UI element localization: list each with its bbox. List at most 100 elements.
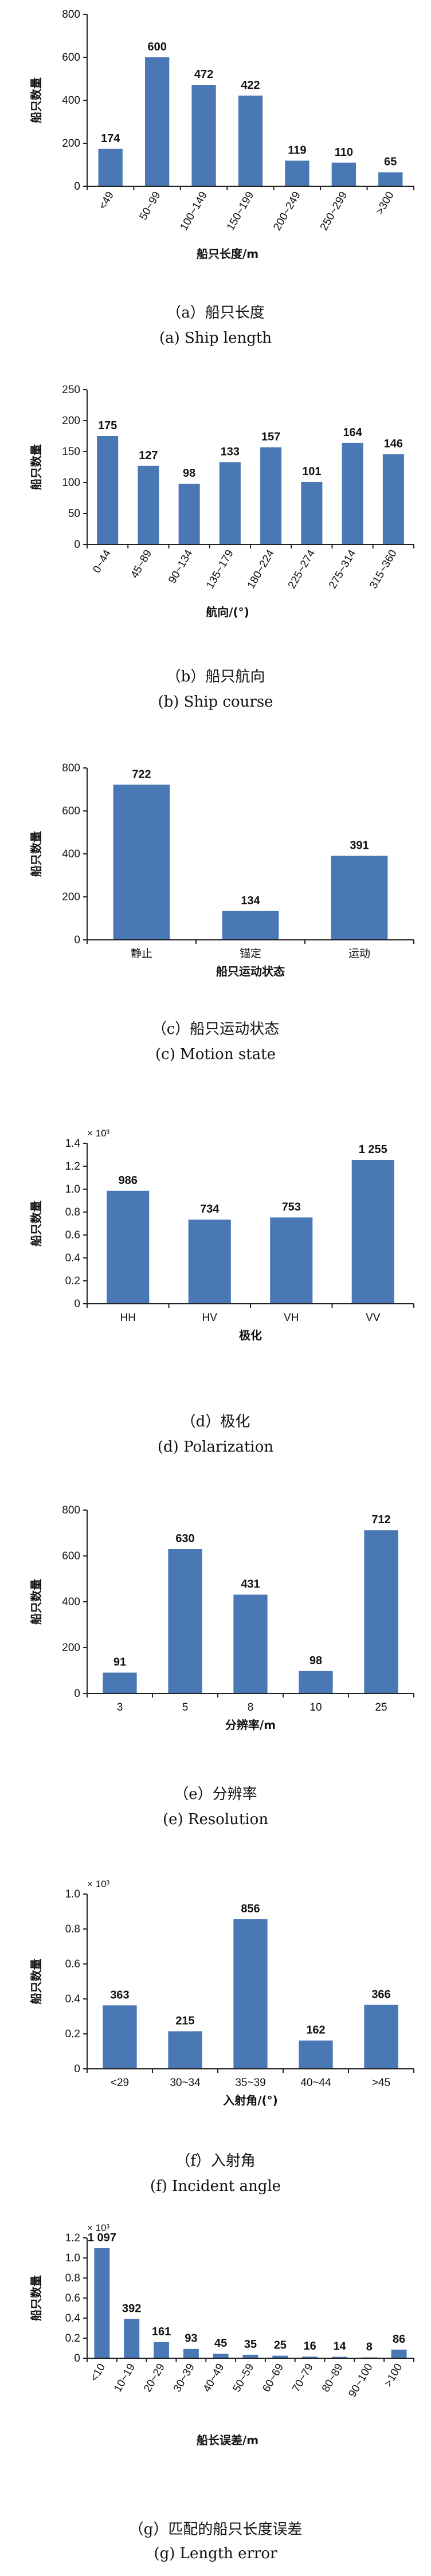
chart-polarization: 0 0.2 0.4 0.6 0.8 1.0 1.2 1.4 × 10³ 船只数量 986 HH 734 H… — [29, 1128, 414, 1342]
bar — [364, 1530, 398, 1693]
bar — [301, 481, 323, 544]
chart-panel-resolution: 0 200 400 600 800 船只数量 91 3 630 5 431 8 98 10 712 25 分辨率… — [0, 1479, 431, 1845]
x-tick-label: 150~199 — [225, 190, 256, 233]
caption-en: (e) Resolution — [162, 1811, 269, 1828]
chart-length-error: 0 0.2 0.4 0.6 0.8 1.0 1.2 × 10³ 船只数量 1 097 <10 392 1… — [29, 2222, 414, 2447]
x-tick-label: 180~224 — [245, 548, 277, 591]
bar — [378, 172, 403, 186]
bar — [168, 1549, 202, 1693]
y-tick-label: 0.6 — [65, 2292, 80, 2304]
x-tick-label: 50~59 — [230, 2362, 256, 2394]
bar — [233, 1594, 268, 1693]
y-tick-label: 600 — [62, 52, 80, 64]
caption-en: (c) Motion state — [155, 1046, 276, 1063]
y-tick-label: 0.4 — [65, 1993, 81, 2005]
caption-en: (b) Ship course — [158, 693, 273, 711]
y-tick-label: 0 — [74, 181, 80, 193]
x-tick-label: 90~100 — [346, 2362, 375, 2399]
y-tick-label: 0.4 — [65, 2312, 81, 2324]
bar — [144, 57, 170, 186]
x-tick-label: <10 — [88, 2362, 108, 2383]
x-tick-label: 90~134 — [166, 548, 195, 586]
data-label: 65 — [384, 156, 397, 168]
data-label: 8 — [366, 2341, 373, 2354]
chart-incident-angle: 0 0.2 0.4 0.6 0.8 1.0 × 10³ 船只数量 363 <29 215 30~34 8… — [29, 1879, 414, 2107]
y-axis-label: 船只数量 — [29, 77, 43, 123]
x-tick-label: VV — [366, 1312, 381, 1324]
y-axis-label: 船只数量 — [29, 2275, 43, 2321]
y-tick-label: 0.2 — [65, 2332, 80, 2344]
data-label: 45 — [214, 2337, 227, 2350]
data-label: 14 — [333, 2340, 346, 2353]
data-label: 162 — [306, 2024, 325, 2037]
bar — [391, 2349, 407, 2358]
bar — [219, 462, 241, 544]
bar — [331, 856, 388, 940]
bar — [272, 2355, 288, 2358]
chart-ship-course: 0 50 100 150 200 250 船只数量 175 0~44 127 45~89 98 90~1… — [29, 384, 414, 619]
x-tick-label: <29 — [111, 2077, 129, 2089]
y-axis-label: 船只数量 — [29, 1579, 43, 1625]
data-label: 712 — [371, 1514, 390, 1526]
data-label: 174 — [101, 132, 120, 145]
y-axis-label: 船只数量 — [29, 831, 43, 877]
x-tick-label: 40~49 — [201, 2362, 227, 2394]
y-tick-label: 1.0 — [65, 1183, 80, 1195]
y-tick-label: 200 — [62, 415, 80, 427]
bar — [191, 85, 216, 186]
y-tick-label: 0.2 — [65, 2028, 80, 2040]
data-label: 110 — [335, 146, 353, 159]
bar — [342, 442, 363, 544]
chart-panel-ship-length: 0 200 400 600 800 船只数量 174 <49 600 50~99 472 100~14… — [0, 0, 431, 367]
data-label: 101 — [302, 465, 321, 478]
y-tick-label: 600 — [62, 805, 80, 817]
bar — [238, 95, 263, 186]
bar — [97, 436, 119, 544]
data-label: 431 — [241, 1578, 260, 1591]
data-label: 856 — [241, 1903, 260, 1915]
data-label: 363 — [110, 1989, 129, 2001]
x-tick-label: >45 — [372, 2077, 390, 2089]
y-axis-label: 船只数量 — [29, 1201, 43, 1246]
x-tick-label: VH — [284, 1312, 299, 1324]
bar — [124, 2319, 140, 2358]
x-tick-label: 20~29 — [142, 2362, 167, 2394]
data-label: 133 — [221, 445, 240, 458]
chart-panel-ship-course: 0 50 100 150 200 250 船只数量 175 0~44 127 45~89 98 90~1… — [0, 373, 431, 739]
x-tick-label: 8 — [248, 1701, 254, 1714]
bar — [331, 2357, 347, 2358]
x-tick-label: 10 — [309, 1701, 322, 1714]
data-label: 734 — [200, 1203, 220, 1216]
data-label: 164 — [343, 426, 362, 439]
bar — [299, 1671, 333, 1693]
x-tick-label: >300 — [374, 190, 397, 217]
data-label: 146 — [384, 437, 403, 450]
data-label: 215 — [175, 2014, 194, 2027]
y-tick-label: 0 — [74, 934, 80, 946]
caption-cn: （g）匹配的船只长度误差 — [128, 2521, 303, 2538]
bar — [113, 785, 170, 940]
bar — [183, 2348, 199, 2358]
bar — [382, 454, 404, 544]
y-tick-label: 1.0 — [65, 2252, 80, 2264]
y-tick-label: 1.4 — [65, 1138, 81, 1150]
y-tick-label: 50 — [68, 508, 80, 520]
caption-cn: （b）船只航向 — [166, 668, 265, 685]
y-tick-label: 0 — [74, 1298, 80, 1310]
bar — [242, 2354, 258, 2358]
y-tick-label: 0.8 — [65, 2272, 80, 2284]
caption-en: (a) Ship length — [159, 330, 272, 347]
x-tick-label: 5 — [182, 1701, 189, 1714]
x-tick-label: 30~34 — [170, 2077, 201, 2089]
y-tick-label: 400 — [62, 848, 80, 860]
data-label: 600 — [147, 41, 166, 53]
data-label: 1 097 — [88, 2232, 116, 2244]
bar — [299, 2040, 333, 2069]
y-tick-label: 0.2 — [65, 1275, 80, 1287]
data-label: 93 — [185, 2332, 197, 2345]
data-label: 391 — [350, 839, 369, 852]
data-label: 35 — [244, 2338, 257, 2351]
y-tick-label: 600 — [62, 1550, 80, 1562]
x-tick-label: 80~89 — [320, 2362, 346, 2394]
